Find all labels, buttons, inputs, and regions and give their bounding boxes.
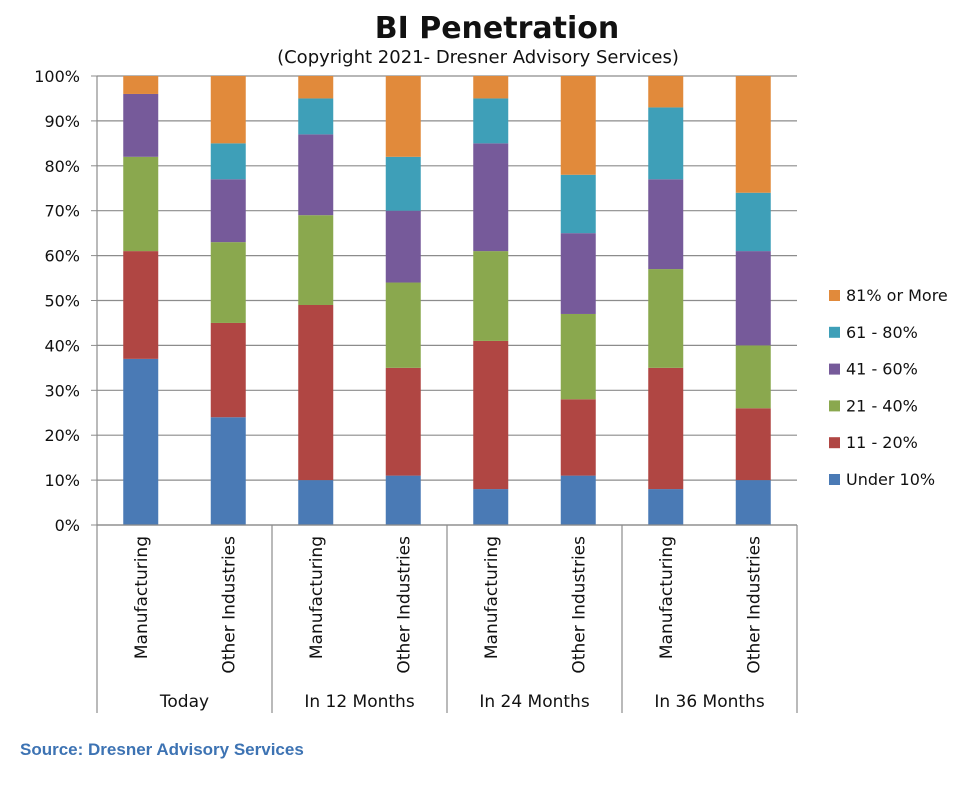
bar-segment [735,76,771,193]
y-tick-label: 50% [44,292,80,311]
legend: 81% or More 61 - 80% 41 - 60% 21 - 40% 11 - … [829,286,948,489]
bar-segment [560,233,596,314]
legend-label: Under 10% [846,470,935,489]
bar-segment [735,480,771,525]
bar-segment [648,107,684,180]
y-tick-label: 70% [44,202,80,221]
legend-label: 61 - 80% [846,323,918,342]
bar-segment [385,475,421,525]
bar-segment [473,251,509,341]
bar-segment [123,358,159,525]
category-label: Other Industries [394,536,414,674]
bar-segment [560,76,596,175]
legend-swatch [829,290,840,301]
legend-swatch [829,363,840,375]
bar-segment [473,76,509,99]
bar-segment [385,282,421,368]
bar-segment [298,480,334,525]
legend-swatch [829,474,840,485]
category-label: Other Industries [219,536,239,674]
bar-segment [560,475,596,525]
bar-segment [385,210,421,283]
bar-segment [560,313,596,400]
category-label: Manufacturing [132,536,152,659]
bar-segment [735,345,771,409]
legend-swatch [829,437,840,449]
bar-segment [123,93,159,157]
y-tick-label: 20% [44,426,80,445]
category-label: Manufacturing [482,536,502,659]
bar-segment [210,76,246,144]
bar-segment [473,489,509,525]
bar-segment [473,143,509,252]
bar-segment [560,399,596,476]
bar-segment [210,179,246,243]
bar-segment [298,134,334,216]
bar-segment [210,322,246,418]
bar-segment [648,367,684,490]
category-label: Other Industries [744,536,764,674]
bar-segment [298,215,334,305]
y-tick-label: 90% [44,112,80,131]
bar-segment [735,251,771,346]
bar-segment [298,76,334,99]
bar-segment [298,304,334,481]
legend-swatch [829,326,840,338]
legend-swatch [829,400,840,412]
bar-segment [560,174,596,234]
group-label: Today [159,692,209,712]
category-label: Manufacturing [657,536,677,659]
bar-segment [298,98,334,135]
category-label: Other Industries [569,536,589,674]
y-tick-label: 40% [44,336,80,355]
group-label: In 12 Months [304,692,415,712]
y-tick-label: 30% [44,381,80,400]
group-label: In 36 Months [654,692,765,712]
bar-segment [648,179,684,270]
bar-segment [123,251,159,359]
bar-segment [385,367,421,476]
y-tick-label: 60% [44,247,80,266]
gridlines [97,75,797,526]
bar-segment [473,340,509,490]
bar-segment [648,489,684,525]
y-tick-label: 10% [44,471,80,490]
bar-segment [123,76,159,94]
bar-segment [385,156,421,211]
bar-segment [210,242,246,323]
axes: 0% 10% 20% 30% 40% 50% 60% 70% 80% 90% 100% Manufac… [34,67,798,713]
legend-label: 21 - 40% [846,396,918,415]
bar-segment [735,192,771,252]
y-tick-label: 0% [55,516,80,535]
legend-label: 41 - 60% [846,360,918,379]
group-label: In 24 Months [479,692,590,712]
source-note: Source: Dresner Advisory Services [20,740,304,759]
chart-subtitle: (Copyright 2021- Dresner Advisory Servic… [277,47,679,68]
bar-segment [123,156,159,252]
bar-segment [648,269,684,368]
y-tick-label: 100% [34,67,80,86]
legend-label: 11 - 20% [846,433,918,452]
bar-segment [210,417,246,525]
bar-segment [473,98,509,144]
bar-segment [385,76,421,157]
legend-label: 81% or More [846,286,948,305]
chart-title: BI Penetration [375,11,619,46]
bar-segment [735,408,771,481]
y-tick-label: 80% [44,157,80,176]
category-label: Manufacturing [307,536,327,659]
bar-segment [648,76,684,108]
bars [123,76,771,525]
bar-segment [210,143,246,180]
